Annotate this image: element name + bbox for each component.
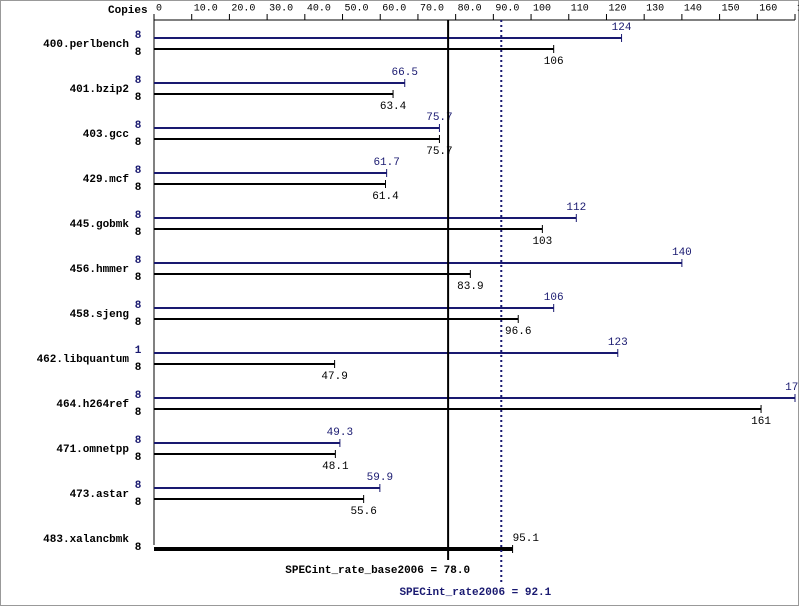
value-label: 170 [785,382,799,394]
x-tick-label: 130 [646,4,664,15]
value-label: 75.7 [426,146,452,158]
reference-label: SPECint_rate_base2006 = 78.0 [285,565,470,577]
benchmark-label: 400.perlbench [43,39,129,51]
copies-label: 8 [135,92,142,104]
x-tick-label: 110 [571,4,589,15]
value-label: 47.9 [321,371,347,383]
value-label: 75.7 [426,112,452,124]
copies-label: 8 [135,272,142,284]
copies-label: 8 [135,362,142,374]
copies-label: 8 [135,300,142,312]
value-label: 103 [532,236,552,248]
copies-label: 8 [135,182,142,194]
x-tick-label: 40.0 [307,4,331,15]
copies-label: 8 [135,30,142,42]
value-label: 48.1 [322,461,349,473]
x-tick-label: 90.0 [495,4,519,15]
copies-label: 8 [135,137,142,149]
x-tick-label: 120 [608,4,626,15]
copies-label: 8 [135,390,142,402]
benchmark-label: 445.gobmk [70,219,130,231]
copies-label: 1 [135,345,142,357]
value-label: 124 [612,22,632,34]
copies-label: 8 [135,255,142,267]
benchmark-label: 458.sjeng [70,309,129,321]
x-tick-label: 20.0 [231,4,255,15]
x-tick-label: 160 [759,4,777,15]
x-tick-label: 10.0 [194,4,218,15]
axis-label: Copies [108,5,148,17]
value-label: 83.9 [457,281,483,293]
copies-label: 8 [135,480,142,492]
x-tick-label: 0 [156,4,162,15]
copies-label: 8 [135,75,142,87]
benchmark-label: 462.libquantum [37,354,130,366]
copies-label: 8 [135,165,142,177]
value-label: 63.4 [380,101,407,113]
benchmark-label: 429.mcf [83,174,130,186]
value-label: 95.1 [513,533,540,545]
copies-label: 8 [135,317,142,329]
x-tick-label: 150 [722,4,740,15]
copies-label: 8 [135,47,142,59]
x-tick-label: 80.0 [458,4,482,15]
x-tick-label: 30.0 [269,4,293,15]
benchmark-label: 401.bzip2 [70,84,129,96]
value-label: 112 [566,202,586,214]
copies-label: 8 [135,435,142,447]
x-tick-label: 50.0 [345,4,369,15]
reference-label: SPECint_rate2006 = 92.1 [399,587,551,599]
copies-label: 8 [135,497,142,509]
value-label: 161 [751,416,771,428]
x-tick-label: 170 [797,4,799,15]
copies-label: 8 [135,452,142,464]
value-label: 59.9 [367,472,393,484]
value-label: 66.5 [392,67,418,79]
copies-label: 8 [135,120,142,132]
copies-label: 8 [135,542,142,554]
value-label: 61.4 [372,191,399,203]
benchmark-label: 483.xalancbmk [43,534,129,546]
copies-label: 8 [135,227,142,239]
copies-label: 8 [135,210,142,222]
value-label: 61.7 [373,157,399,169]
benchmark-label: 471.omnetpp [56,444,129,456]
benchmark-label: 403.gcc [83,129,129,141]
value-label: 106 [544,56,564,68]
benchmark-label: 464.h264ref [56,399,129,411]
value-label: 55.6 [350,506,376,518]
x-tick-label: 70.0 [420,4,444,15]
value-label: 140 [672,247,692,259]
x-tick-label: 100 [533,4,551,15]
benchmark-label: 473.astar [70,489,129,501]
value-label: 96.6 [505,326,531,338]
value-label: 106 [544,292,564,304]
benchmark-label: 456.hmmer [70,264,129,276]
x-tick-label: 140 [684,4,702,15]
copies-label: 8 [135,407,142,419]
x-tick-label: 60.0 [382,4,406,15]
value-label: 123 [608,337,628,349]
value-label: 49.3 [327,427,353,439]
